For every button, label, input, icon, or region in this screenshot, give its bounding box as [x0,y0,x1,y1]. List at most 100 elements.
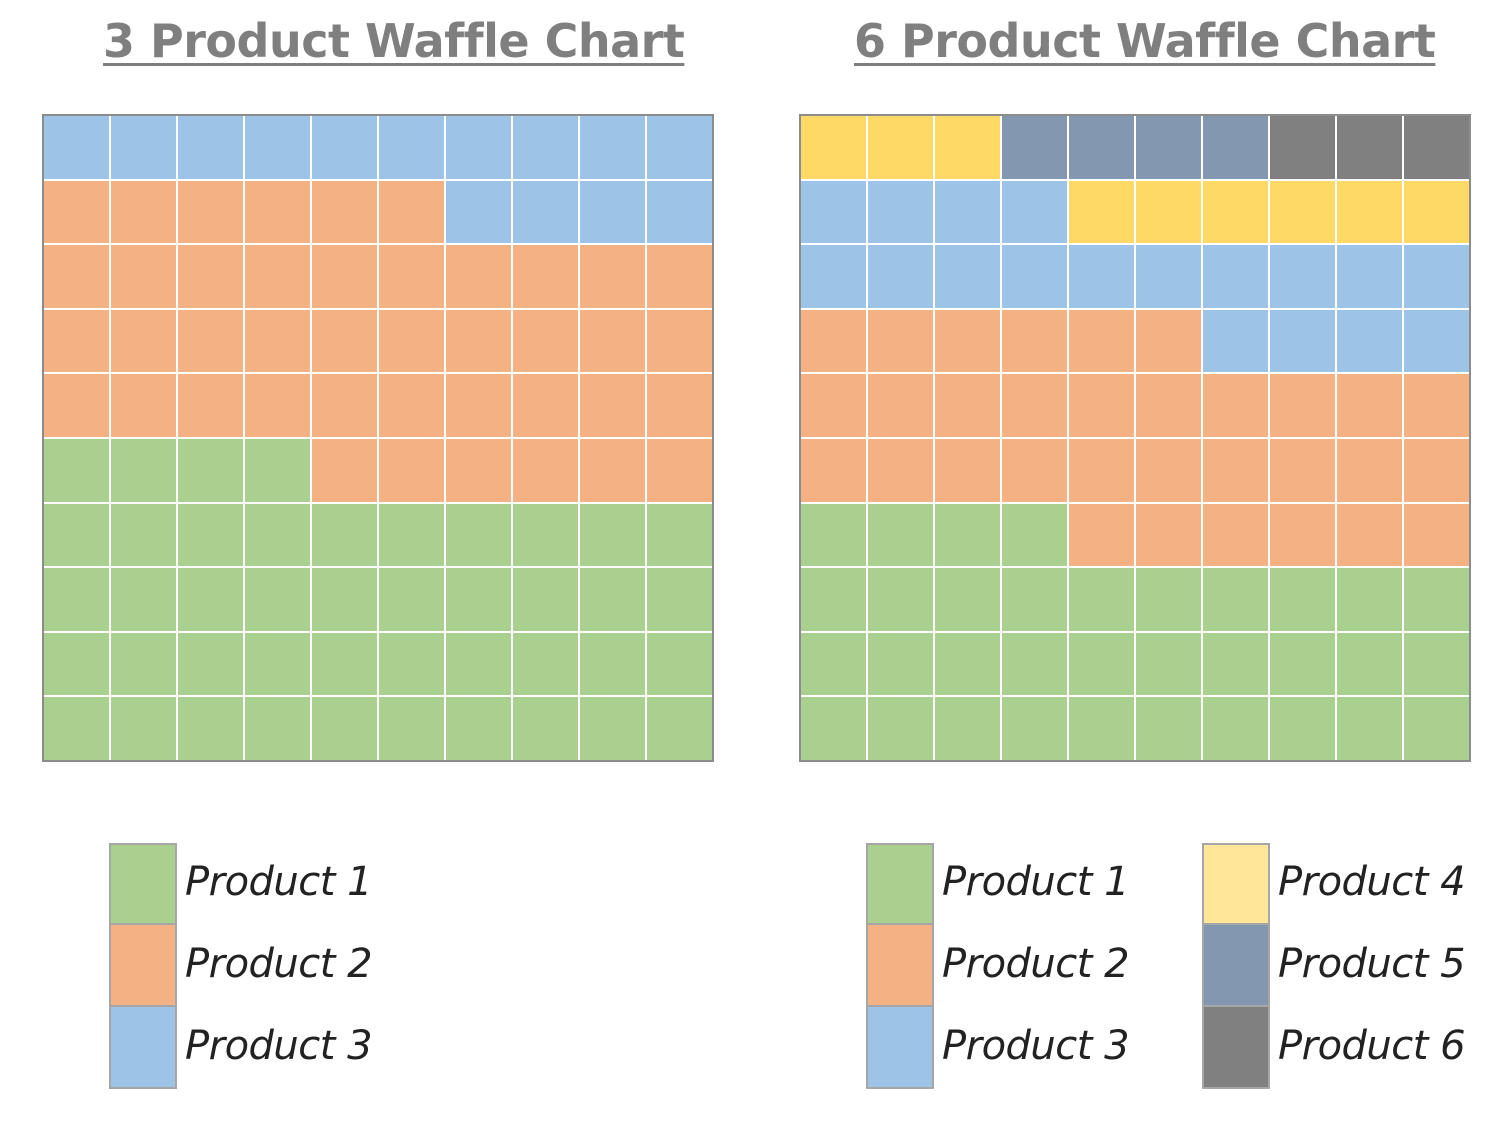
waffle-cell-product-1 [935,632,1000,696]
waffle-cell-product-3 [868,245,933,308]
waffle-cell-product-1 [513,503,578,567]
waffle-cell-product-2 [446,245,511,308]
waffle-cell-product-2 [580,374,645,437]
waffle-cell-product-3 [580,180,645,244]
waffle-cell-product-2 [1337,438,1402,502]
waffle-cell-product-2 [647,309,712,373]
waffle-cell-product-2 [379,245,444,308]
waffle-cell-product-1 [1002,697,1067,760]
waffle-cell-product-6 [1270,116,1335,179]
waffle-cell-product-2 [1270,374,1335,437]
waffle-cell-product-1 [446,697,511,760]
waffle-cell-product-3 [580,116,645,179]
waffle-cell-product-1 [647,632,712,696]
waffle-cell-product-2 [446,438,511,502]
waffle-cell-product-1 [1337,632,1402,696]
waffle-cell-product-1 [1270,568,1335,631]
waffle-cell-product-1 [1337,568,1402,631]
waffle-cell-product-2 [1069,438,1134,502]
waffle-cell-product-1 [1203,632,1268,696]
waffle-cell-product-1 [245,697,310,760]
chart-title: 6 Product Waffle Chart [854,14,1436,68]
waffle-cell-product-1 [178,503,243,567]
waffle-cell-product-2 [1002,374,1067,437]
waffle-cell-product-5 [1002,116,1067,179]
waffle-cell-product-1 [647,697,712,760]
waffle-cell-product-1 [379,503,444,567]
waffle-cell-product-2 [935,374,1000,437]
waffle-cell-product-2 [111,309,176,373]
waffle-cell-product-1 [647,503,712,567]
waffle-cell-product-2 [513,245,578,308]
legend-label: Product 2 [185,941,373,987]
legend-label: Product 6 [1278,1023,1466,1069]
waffle-chart-6-product: 6 Product Waffle Chart Product 1 Product… [760,0,1497,1121]
waffle-cell-product-2 [312,438,377,502]
waffle-cell-product-1 [312,632,377,696]
waffle-cell-product-2 [111,245,176,308]
waffle-cell-product-2 [379,309,444,373]
waffle-cell-product-1 [801,697,866,760]
waffle-cell-product-1 [801,568,866,631]
waffle-cell-product-3 [1002,180,1067,244]
waffle-cell-product-1 [1136,568,1201,631]
waffle-cell-product-4 [1136,180,1201,244]
waffle-cell-product-2 [801,309,866,373]
waffle-cell-product-6 [1404,116,1469,179]
waffle-cell-product-3 [1136,245,1201,308]
waffle-cell-product-4 [1337,180,1402,244]
legend-label: Product 1 [185,859,373,905]
waffle-cell-product-1 [580,503,645,567]
waffle-cell-product-1 [178,438,243,502]
waffle-cell-product-1 [1002,568,1067,631]
waffle-cell-product-3 [1203,245,1268,308]
waffle-cell-product-2 [1337,503,1402,567]
waffle-cell-product-1 [379,697,444,760]
waffle-cell-product-1 [111,568,176,631]
waffle-cell-product-1 [868,503,933,567]
waffle-cell-product-2 [245,180,310,244]
waffle-cell-product-2 [312,180,377,244]
waffle-cell-product-3 [245,116,310,179]
waffle-cell-product-2 [1337,374,1402,437]
waffle-cell-product-2 [647,438,712,502]
waffle-cell-product-1 [379,568,444,631]
waffle-cell-product-3 [178,116,243,179]
chart-title: 3 Product Waffle Chart [103,14,685,68]
legend-swatch [866,843,934,925]
waffle-cell-product-5 [1069,116,1134,179]
waffle-cell-product-1 [1136,697,1201,760]
waffle-cell-product-1 [1270,632,1335,696]
waffle-cell-product-1 [513,568,578,631]
waffle-cell-product-2 [44,180,109,244]
waffle-cell-product-1 [580,632,645,696]
waffle-cell-product-4 [1404,180,1469,244]
waffle-cell-product-4 [1270,180,1335,244]
waffle-cell-product-2 [647,245,712,308]
waffle-cell-product-3 [312,116,377,179]
waffle-cell-product-2 [446,309,511,373]
legend-swatch [1202,1007,1270,1089]
waffle-cell-product-2 [935,309,1000,373]
waffle-cell-product-3 [446,116,511,179]
waffle-chart-3-product: 3 Product Waffle Chart Product 1 Product… [42,14,714,1089]
waffle-grid [799,114,1471,762]
waffle-cell-product-1 [935,503,1000,567]
waffle-cell-product-1 [446,503,511,567]
waffle-cell-product-1 [178,568,243,631]
waffle-cell-product-3 [868,180,933,244]
waffle-cell-product-1 [312,568,377,631]
legend-label: Product 3 [185,1023,373,1069]
waffle-cell-product-1 [801,632,866,696]
waffle-cell-product-2 [379,180,444,244]
waffle-cell-product-2 [245,309,310,373]
waffle-cell-product-2 [647,374,712,437]
waffle-cell-product-3 [1337,309,1402,373]
waffle-cell-product-2 [868,309,933,373]
waffle-cell-product-2 [44,309,109,373]
waffle-cell-product-2 [513,309,578,373]
waffle-cell-product-2 [1270,503,1335,567]
waffle-cell-product-2 [801,374,866,437]
waffle-grid [42,114,714,762]
waffle-cell-product-1 [580,697,645,760]
